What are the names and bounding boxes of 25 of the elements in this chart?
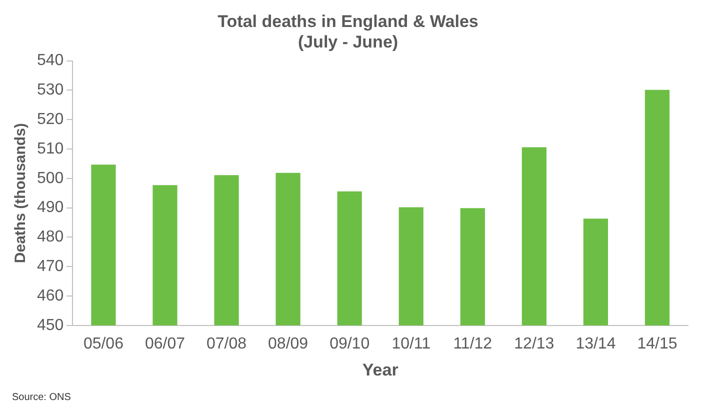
chart-title: Total deaths in England & Wales [218,12,478,31]
y-tick-label: 500 [36,170,64,187]
y-tick-label: 510 [36,140,64,158]
x-tick-label: 05/06 [83,335,124,352]
x-tick-label: 08/09 [268,335,308,352]
x-tick-label: 13/14 [576,335,616,352]
y-tick-label: 480 [36,228,64,246]
x-tick-label: 09/10 [330,335,370,352]
y-axis-title: Deaths (thousands) [12,123,30,264]
y-tick-label: 530 [36,82,64,99]
x-axis-title: Year [362,360,399,380]
y-tick-label: 540 [36,52,64,70]
x-tick-label: 11/12 [453,335,492,352]
x-tick-label: 12/13 [514,335,554,352]
x-tick-label: 06/07 [144,335,186,352]
y-tick-label: 490 [36,199,64,216]
x-tick-label: 14/15 [637,335,678,352]
x-tick-label: 07/08 [206,335,247,352]
chart-subtitle: (July - June) [298,32,398,52]
y-tick-label: 520 [36,111,64,128]
y-tick-label: 470 [36,258,64,276]
x-tick-label: 10/11 [392,335,431,352]
y-tick-label: 460 [36,287,64,304]
source-note: Source: ONS [12,392,71,403]
y-tick-label: 450 [36,316,64,334]
